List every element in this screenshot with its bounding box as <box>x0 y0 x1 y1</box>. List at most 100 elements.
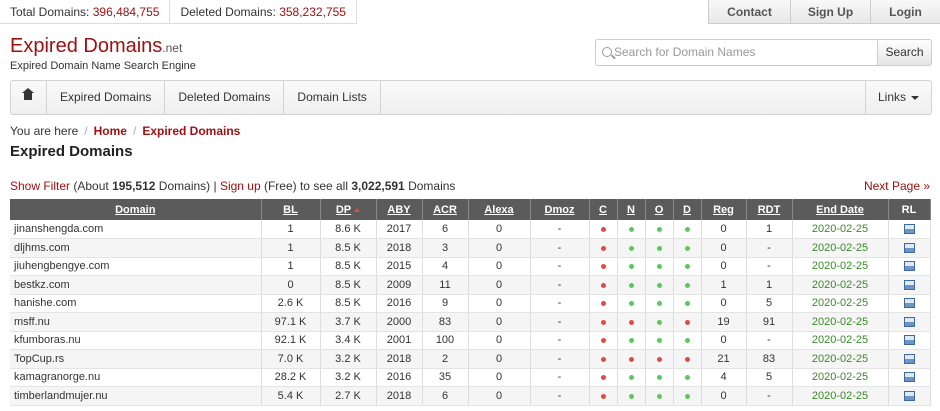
signup-link[interactable]: Sign Up <box>790 0 870 24</box>
cell-o[interactable] <box>645 331 674 350</box>
cell-n[interactable] <box>617 331 646 350</box>
cell-o[interactable] <box>645 386 674 406</box>
cell-d[interactable] <box>673 275 702 295</box>
cell-rl[interactable] <box>888 220 931 239</box>
nav-deleted-domains[interactable]: Deleted Domains <box>165 81 285 114</box>
col-c[interactable]: C <box>589 199 618 220</box>
logo-wordmark[interactable]: Expired Domains.net <box>10 34 196 60</box>
cell-c[interactable] <box>589 275 618 295</box>
cell-d[interactable] <box>673 368 702 387</box>
cell-d[interactable] <box>673 238 702 258</box>
col-dmoz[interactable]: Dmoz <box>530 199 590 220</box>
cell-o[interactable] <box>645 275 674 295</box>
show-filter-link[interactable]: Show Filter <box>10 179 71 193</box>
cell-c[interactable] <box>589 257 618 276</box>
col-end-date[interactable]: End Date <box>792 199 889 220</box>
related-links-icon[interactable] <box>903 353 915 364</box>
cell-d[interactable] <box>673 312 702 332</box>
site-logo[interactable]: Expired Domains.net Expired Domain Name … <box>10 34 196 72</box>
cell-d[interactable] <box>673 386 702 406</box>
cell-domain[interactable]: kfumboras.nu <box>10 331 262 350</box>
cell-o[interactable] <box>645 368 674 387</box>
related-links-icon[interactable] <box>903 298 915 309</box>
nav-expired-domains[interactable]: Expired Domains <box>47 81 166 114</box>
col-n[interactable]: N <box>617 199 646 220</box>
cell-domain[interactable]: hanishe.com <box>10 294 262 313</box>
cell-n[interactable] <box>617 257 646 276</box>
cell-o[interactable] <box>645 257 674 276</box>
cell-rl[interactable] <box>888 368 931 387</box>
cell-d[interactable] <box>673 349 702 369</box>
cell-domain[interactable]: jinanshengda.com <box>10 220 262 239</box>
search-input[interactable] <box>614 40 874 65</box>
col-rdt[interactable]: RDT <box>746 199 793 220</box>
col-d[interactable]: D <box>673 199 702 220</box>
next-page-link[interactable]: Next Page » <box>863 179 930 193</box>
breadcrumb-current[interactable]: Expired Domains <box>142 124 241 138</box>
search-button[interactable]: Search <box>877 39 932 66</box>
cell-n[interactable] <box>617 294 646 313</box>
cell-o[interactable] <box>645 220 674 239</box>
cell-d[interactable] <box>673 220 702 239</box>
contact-link[interactable]: Contact <box>708 0 790 24</box>
related-links-icon[interactable] <box>903 316 915 327</box>
cell-c[interactable] <box>589 386 618 406</box>
cell-d[interactable] <box>673 294 702 313</box>
cell-domain[interactable]: msff.nu <box>10 312 262 332</box>
cell-n[interactable] <box>617 238 646 258</box>
cell-domain[interactable]: timberlandmujer.nu <box>10 386 262 406</box>
col-o[interactable]: O <box>645 199 674 220</box>
cell-domain[interactable]: kamagranorge.nu <box>10 368 262 387</box>
cell-o[interactable] <box>645 312 674 332</box>
cell-c[interactable] <box>589 294 618 313</box>
signup-filter-link[interactable]: Sign up <box>219 179 261 193</box>
cell-domain[interactable]: dljhms.com <box>10 238 262 258</box>
cell-rl[interactable] <box>888 294 931 313</box>
col-alexa[interactable]: Alexa <box>468 199 531 220</box>
search-box[interactable] <box>595 39 877 66</box>
cell-c[interactable] <box>589 220 618 239</box>
related-links-icon[interactable] <box>903 372 915 383</box>
cell-n[interactable] <box>617 275 646 295</box>
related-links-icon[interactable] <box>903 242 915 253</box>
cell-c[interactable] <box>589 238 618 258</box>
col-acr[interactable]: ACR <box>422 199 469 220</box>
cell-n[interactable] <box>617 312 646 332</box>
cell-d[interactable] <box>673 257 702 276</box>
related-links-icon[interactable] <box>903 335 915 346</box>
related-links-icon[interactable] <box>903 279 915 290</box>
cell-domain[interactable]: TopCup.rs <box>10 349 262 369</box>
login-link[interactable]: Login <box>870 0 940 24</box>
col-reg[interactable]: Reg <box>701 199 747 220</box>
cell-c[interactable] <box>589 331 618 350</box>
col-aby[interactable]: ABY <box>376 199 423 220</box>
cell-o[interactable] <box>645 238 674 258</box>
cell-d[interactable] <box>673 331 702 350</box>
breadcrumb-home[interactable]: Home <box>93 124 127 138</box>
nav-domain-lists[interactable]: Domain Lists <box>284 81 381 114</box>
cell-domain[interactable]: bestkz.com <box>10 275 262 295</box>
cell-rl[interactable] <box>888 238 931 258</box>
cell-n[interactable] <box>617 220 646 239</box>
cell-n[interactable] <box>617 368 646 387</box>
cell-n[interactable] <box>617 386 646 406</box>
cell-c[interactable] <box>589 349 618 369</box>
col-domain[interactable]: Domain <box>10 199 262 220</box>
related-links-icon[interactable] <box>903 261 915 272</box>
col-bl[interactable]: BL <box>261 199 321 220</box>
nav-links-dropdown[interactable]: Links <box>864 81 931 114</box>
cell-c[interactable] <box>589 368 618 387</box>
cell-rl[interactable] <box>888 312 931 332</box>
related-links-icon[interactable] <box>903 224 915 235</box>
col-dp[interactable]: DP <box>320 199 377 220</box>
cell-rl[interactable] <box>888 386 931 406</box>
cell-o[interactable] <box>645 294 674 313</box>
cell-n[interactable] <box>617 349 646 369</box>
cell-rl[interactable] <box>888 349 931 369</box>
cell-rl[interactable] <box>888 275 931 295</box>
cell-domain[interactable]: jiuhengbengye.com <box>10 257 262 276</box>
cell-rl[interactable] <box>888 257 931 276</box>
related-links-icon[interactable] <box>903 390 915 401</box>
cell-c[interactable] <box>589 312 618 332</box>
nav-home[interactable] <box>11 81 47 114</box>
